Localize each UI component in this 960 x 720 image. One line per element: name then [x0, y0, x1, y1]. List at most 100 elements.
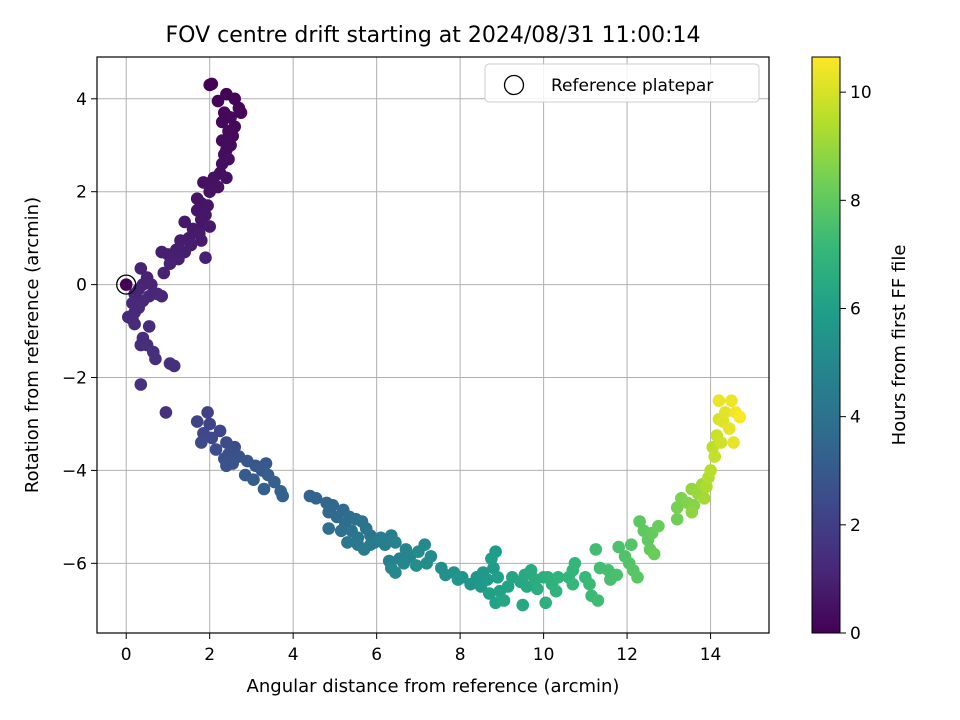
data-point [520, 580, 534, 593]
x-tick-label: 8 [455, 645, 466, 665]
x-tick-label: 10 [533, 645, 555, 665]
legend-label: Reference platepar [551, 76, 713, 96]
data-point [247, 473, 260, 487]
data-point [531, 582, 544, 596]
data-point [718, 406, 732, 419]
data-point [268, 475, 281, 489]
data-point [142, 320, 156, 333]
data-point [234, 106, 248, 119]
data-point [497, 594, 511, 607]
data-point [714, 436, 728, 449]
data-point [257, 482, 271, 496]
data-point [551, 571, 565, 584]
data-point [197, 176, 210, 189]
y-axis-label: Rotation from reference (arcmin) [22, 197, 43, 493]
data-point [481, 573, 494, 586]
data-point [211, 94, 225, 108]
y-tick-label: 4 [76, 90, 87, 110]
x-axis-ticks: 0 2 4 6 8 10 12 14 [121, 633, 722, 665]
colorbar-tick-label: 4 [850, 408, 861, 428]
colorbar: 0 2 4 6 8 10 Hours from first FF file [811, 56, 910, 644]
data-point [203, 417, 216, 431]
x-tick-label: 0 [121, 645, 132, 665]
data-point [704, 464, 717, 477]
data-point [155, 289, 168, 303]
data-point [412, 545, 425, 558]
data-point [378, 538, 392, 551]
data-point [589, 543, 603, 556]
data-point [397, 557, 411, 570]
data-point [516, 598, 529, 612]
data-point [149, 352, 162, 366]
data-point [201, 406, 214, 419]
data-point [612, 540, 625, 554]
data-point [178, 215, 191, 229]
data-point [485, 552, 498, 565]
data-point [209, 443, 223, 456]
legend-box [484, 63, 760, 103]
x-tick-label: 4 [288, 645, 299, 665]
data-point [491, 571, 505, 584]
colorbar-label: Hours from first FF file [889, 245, 910, 446]
data-point [334, 524, 348, 538]
data-point [357, 543, 371, 556]
data-point [195, 436, 208, 449]
data-point [591, 594, 605, 607]
y-tick-label: 0 [76, 276, 87, 296]
data-point [483, 587, 496, 600]
x-tick-label: 6 [371, 645, 382, 665]
data-point [145, 278, 158, 291]
data-point [159, 406, 173, 419]
data-point [568, 557, 582, 570]
y-axis-ticks: −6 −4 −2 0 2 4 [62, 90, 97, 574]
data-point [330, 510, 344, 524]
y-tick-label: −4 [62, 461, 87, 481]
data-point [539, 596, 552, 610]
data-point [733, 410, 747, 424]
grid [97, 57, 769, 633]
data-point [647, 547, 661, 561]
data-point [163, 257, 177, 271]
reference-point-fill [119, 278, 133, 291]
data-point [322, 522, 336, 535]
data-point [685, 505, 699, 519]
reference-point [116, 274, 137, 295]
data-point [698, 492, 711, 505]
x-tick-label: 2 [204, 645, 215, 665]
data-point [128, 317, 141, 331]
data-point [190, 415, 204, 428]
y-tick-label: 2 [76, 183, 87, 203]
data-point [389, 566, 402, 579]
data-point [410, 559, 423, 572]
data-point [220, 171, 233, 185]
data-point [167, 359, 181, 373]
data-point [549, 584, 563, 598]
data-point [420, 557, 434, 570]
x-axis-label: Angular distance from reference (arcmin) [247, 676, 620, 697]
colorbar-gradient [811, 56, 841, 634]
data-point [195, 234, 208, 247]
data-point [625, 538, 638, 551]
data-point [631, 571, 644, 584]
data-point [276, 489, 290, 503]
colorbar-tick-label: 10 [850, 83, 872, 103]
data-point [134, 378, 148, 391]
legend-reference-marker [503, 74, 525, 96]
data-point [205, 431, 219, 445]
scatter-points [122, 77, 747, 612]
data-point [203, 220, 216, 233]
data-point [205, 77, 219, 91]
data-point [712, 394, 726, 408]
reference-point-ring [116, 274, 137, 295]
chart-title: FOV centre drift starting at 2024/08/31 … [166, 23, 701, 48]
data-point [610, 568, 623, 582]
colorbar-ticks: 0 2 4 6 8 10 [840, 83, 872, 644]
colorbar-tick-label: 8 [850, 191, 861, 211]
data-point [134, 262, 148, 275]
data-point [157, 266, 171, 280]
y-tick-label: −2 [62, 369, 87, 389]
x-tick-label: 14 [700, 645, 722, 665]
plot-frame [96, 56, 770, 634]
data-point [652, 519, 665, 533]
